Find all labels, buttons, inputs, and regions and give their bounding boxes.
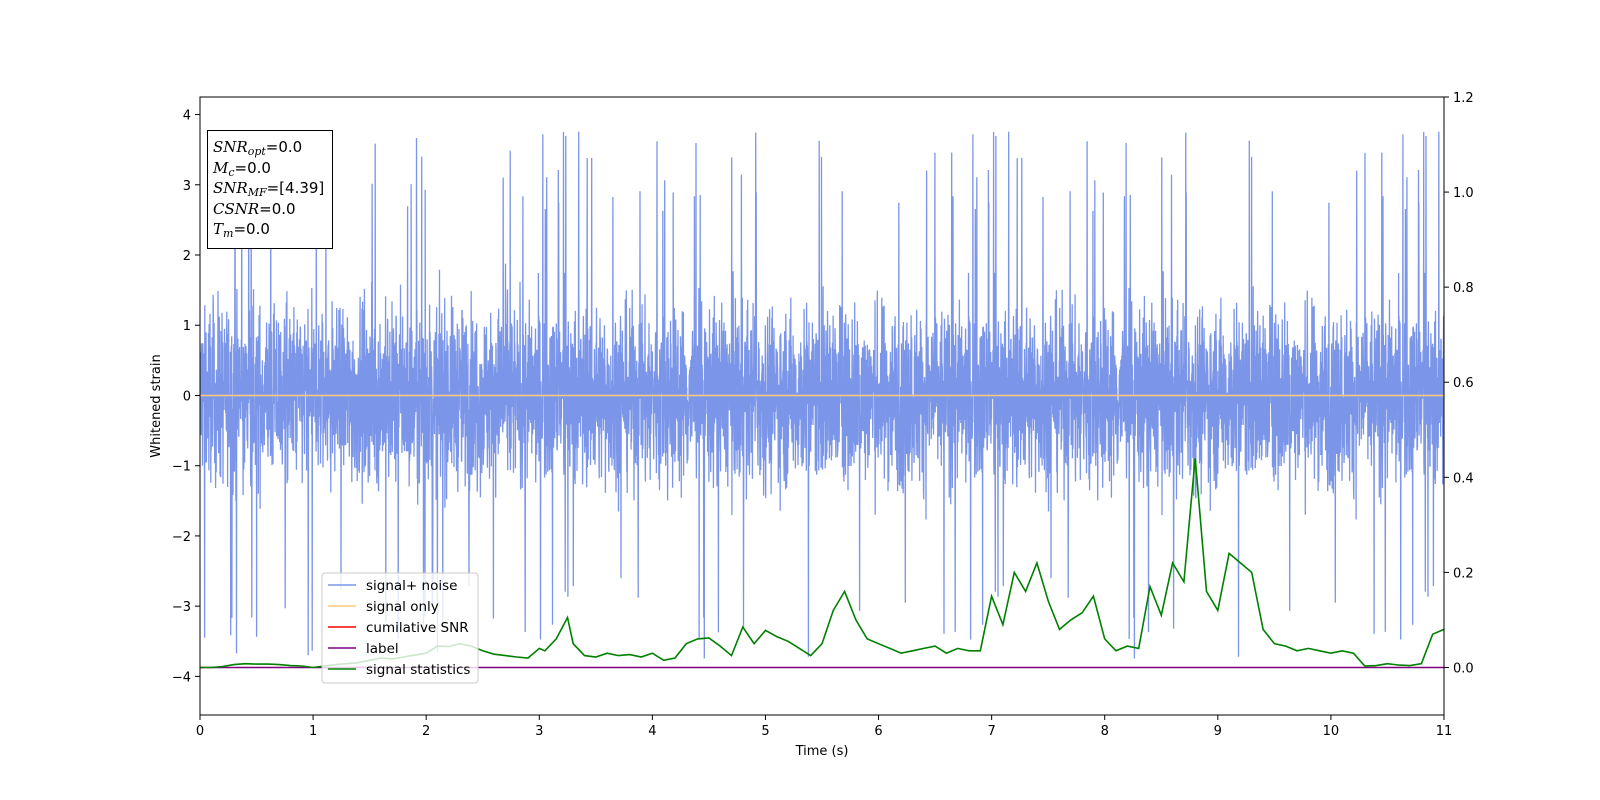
- y-tick-label: 1: [183, 319, 191, 334]
- legend: signal+ noise signal only cumilative SNR la…: [321, 572, 479, 684]
- info-tm: Tm=0.0: [213, 220, 270, 240]
- x-tick-label: 11: [1436, 724, 1453, 739]
- x-tick-label: 2: [422, 724, 430, 739]
- x-tick-label: 6: [874, 724, 882, 739]
- y-tick-label: 2: [183, 249, 191, 264]
- y2-tick-label: 0.0: [1453, 661, 1474, 676]
- legend-label-label: label: [366, 641, 399, 657]
- legend-signal-statistics-label: signal statistics: [366, 662, 470, 678]
- x-tick-label: 4: [648, 724, 656, 739]
- y2-tick-label: 1.0: [1453, 186, 1474, 201]
- legend-signal-noise-label: signal+ noise: [366, 578, 457, 594]
- info-mc: Mc=0.0: [213, 158, 271, 179]
- x-tick-label: 9: [1214, 724, 1222, 739]
- x-tick-label: 7: [987, 724, 995, 739]
- y-tick-label: 4: [183, 109, 191, 124]
- y2-tick-label: 1.2: [1453, 91, 1474, 106]
- plot-frame: [199, 96, 1445, 716]
- y-tick-label: −1: [172, 460, 191, 475]
- info-box: SNRopt=0.0 Mc=0.0 SNRMF=[4.39] CSNR=0.0 …: [207, 130, 333, 249]
- legend-signal-only-label: signal only: [366, 599, 439, 615]
- y-tick-label: −2: [172, 530, 191, 545]
- y-tick-label: 3: [183, 179, 191, 194]
- info-snr-opt: SNRopt=0.0: [213, 138, 303, 158]
- y2-tick-label: 0.6: [1453, 376, 1474, 391]
- x-tick-label: 1: [309, 724, 317, 739]
- y-tick-label: −4: [172, 670, 191, 685]
- noise-series: [200, 131, 1444, 659]
- legend-cumulative-snr-label: cumilative SNR: [366, 620, 469, 636]
- info-csnr: CSNR=0.0: [213, 199, 296, 218]
- x-tick-label: 3: [535, 724, 543, 739]
- signal-noise-line: [200, 131, 1444, 659]
- y-tick-label: −3: [172, 600, 191, 615]
- y-tick-label: 0: [183, 389, 191, 404]
- x-tick-label: 10: [1323, 724, 1340, 739]
- x-axis-label: Time (s): [795, 744, 849, 759]
- legend-frame: [321, 572, 479, 684]
- y2-tick-label: 0.8: [1453, 281, 1474, 296]
- x-tick-label: 8: [1101, 724, 1109, 739]
- x-tick-label: 0: [196, 724, 204, 739]
- axes-ticks: 0 1 2 3 4 5 6 7 8 9 10 11 −4 −3 −2 −1 0 1 2 3 4 0.0 0.2 0.4 0.6 0…: [172, 91, 1474, 739]
- y2-tick-label: 0.2: [1453, 566, 1474, 581]
- x-tick-label: 5: [761, 724, 769, 739]
- y-axis-label: Whitened strain: [149, 354, 164, 457]
- y2-tick-label: 0.4: [1453, 471, 1474, 486]
- info-snr-mf: SNRMF=[4.39]: [213, 179, 325, 199]
